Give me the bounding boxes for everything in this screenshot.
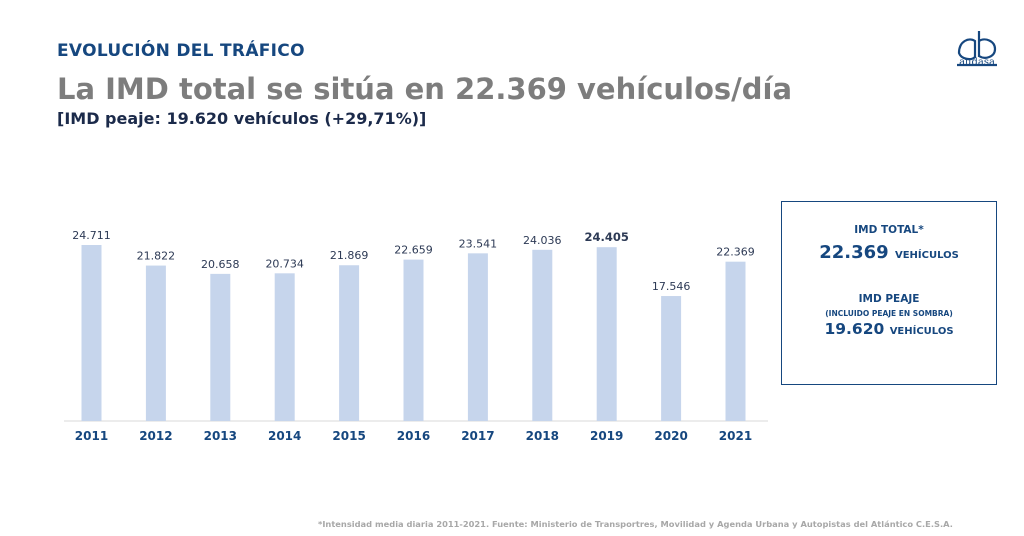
bar-value-label-2015: 21.869 [330,249,369,262]
x-tick-label-2020: 2020 [654,429,687,443]
x-tick-label-2016: 2016 [397,429,430,443]
bar-value-label-2021: 22.369 [716,246,755,259]
bar-2020 [661,296,682,421]
bar-2015 [339,265,360,421]
bar-2014 [274,273,295,421]
imd-peaje-number: 19.620 [824,320,885,338]
x-tick-label-2013: 2013 [204,429,237,443]
section-title: EVOLUCIÓN DEL TRÁFICO [57,41,305,61]
bar-value-label-2018: 24.036 [523,234,562,247]
bar-value-label-2013: 20.658 [201,258,240,271]
x-tick-label-2015: 2015 [332,429,365,443]
imd-peaje-sublabel: (INCLUIDO PEAJE EN SOMBRA) [825,309,953,318]
audasa-logo-icon [957,31,997,67]
x-tick-label-2018: 2018 [526,429,559,443]
x-tick-label-2011: 2011 [75,429,108,443]
bar-value-label-2014: 20.734 [265,257,304,270]
x-tick-label-2012: 2012 [139,429,172,443]
bar-chart: 24.711 2011 21.822 2012 20.658 2013 20.734 2014… [64,229,768,443]
x-tick-label-2021: 2021 [719,429,752,443]
x-tick-label-2019: 2019 [590,429,623,443]
bar-2021 [725,261,746,421]
bar-value-label-2019: 24.405 [585,230,629,244]
page-title: La IMD total se sitúa en 22.369 vehículo… [57,72,793,106]
imd-peaje-label: IMD PEAJE [858,293,920,305]
imd-peaje-unit: VEHÍCULOS [889,326,954,337]
bar-2017 [467,253,488,421]
bar-value-label-2016: 22.659 [394,244,433,257]
subtitle: [IMD peaje: 19.620 vehículos (+29,71%)] [57,109,427,128]
imd-total-unit: VEHÍCULOS [894,250,959,261]
bar-2011 [81,245,102,421]
bar-value-label-2011: 24.711 [72,229,111,242]
logo-text: audasa [959,57,995,68]
source-footnote: *Intensidad media diaria 2011-2021. Fuen… [318,519,953,529]
bar-2019 [596,247,617,421]
bar-value-label-2017: 23.541 [459,237,498,250]
bar-2016 [403,259,424,421]
x-tick-label-2017: 2017 [461,429,494,443]
bar-value-label-2012: 21.822 [137,250,176,263]
imd-total-number: 22.369 [819,242,889,263]
bar-2018 [532,249,553,421]
bar-2012 [145,265,166,421]
imd-total-label: IMD TOTAL* [854,224,924,236]
imd-total-value: 22.369 VEHÍCULOS [782,242,996,263]
imd-peaje-value: 19.620 VEHÍCULOS [782,320,996,338]
imd-summary-box: IMD TOTAL* 22.369 VEHÍCULOS IMD PEAJE (I… [781,201,997,385]
bar-value-label-2020: 17.546 [652,280,691,293]
bar-2013 [210,273,231,421]
x-tick-label-2014: 2014 [268,429,301,443]
